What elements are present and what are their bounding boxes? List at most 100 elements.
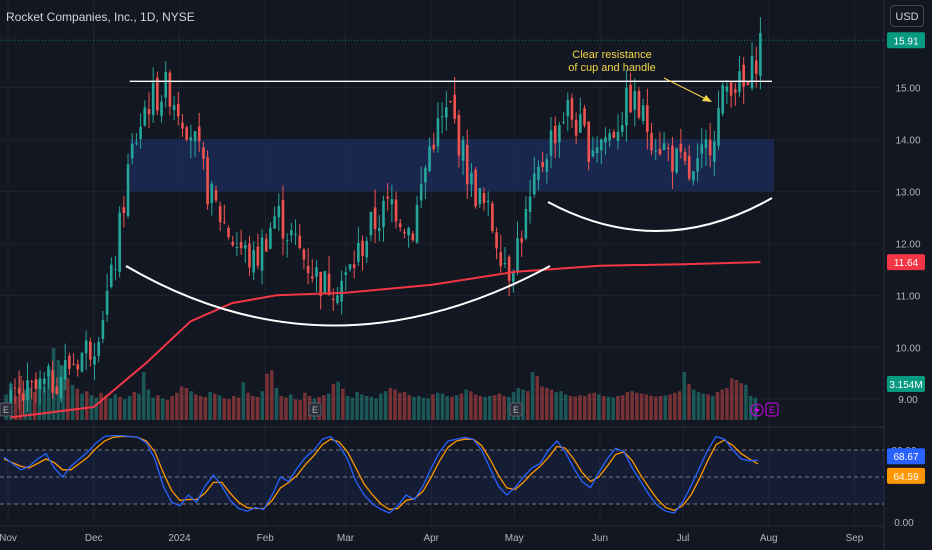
volume-bar (710, 396, 715, 420)
stoch-k-line (3, 434, 759, 514)
volume-bar (146, 389, 151, 420)
candle-body (63, 360, 67, 380)
candle-body (9, 389, 13, 405)
volume-bar (725, 388, 729, 420)
candle-body (227, 227, 230, 237)
candle-body (214, 190, 218, 201)
candle-body (156, 77, 159, 111)
candle-body (285, 240, 289, 242)
candle-body (223, 221, 226, 223)
candle-body (495, 232, 498, 249)
volume-bar (687, 384, 691, 420)
chart-title: Rocket Companies, Inc., 1D, NYSE (6, 10, 195, 24)
axes: 9.00 10.00 11.00 12.00 13.00 14.00 15.00 Nov Dec… (0, 84, 921, 544)
candle-body (202, 147, 205, 159)
candle-body (164, 72, 168, 98)
candle-body (700, 144, 704, 154)
x-tick-label: Feb (257, 533, 275, 544)
candle-body (281, 199, 285, 239)
candle-body (55, 386, 59, 395)
volume-bar (189, 391, 193, 420)
candle-body (357, 242, 360, 262)
candle-body (189, 137, 193, 141)
candle-body (424, 167, 427, 183)
volume-bar (739, 383, 743, 420)
candle-body (34, 379, 38, 389)
candle-body (445, 107, 448, 118)
candle-body (616, 131, 620, 141)
price-badges: 15.91 11.64 3.154M 68.67 64.59 (887, 32, 925, 484)
volume-bar (137, 393, 141, 420)
volume-bar (246, 392, 250, 420)
volume-bar (184, 388, 189, 420)
candle-body (109, 264, 113, 287)
volume-bar (156, 395, 160, 420)
candle-body (470, 172, 473, 185)
volume-bar (616, 396, 620, 420)
volume-bar (435, 392, 440, 420)
candle-body (252, 250, 255, 273)
candle-body (352, 264, 356, 268)
candle-body (675, 148, 678, 173)
volume-bar (255, 396, 260, 420)
volume-bar (563, 394, 568, 420)
candle-body (260, 237, 264, 271)
candle-body (717, 108, 720, 146)
volume-bar (478, 396, 483, 420)
volume-bar (744, 384, 748, 420)
volume-bar (587, 393, 592, 420)
volume-bar (383, 391, 388, 420)
candle-body (641, 105, 645, 122)
volume-bar (151, 397, 155, 420)
candle-body (457, 115, 461, 156)
volume-bar (269, 370, 274, 420)
candle-body (725, 86, 729, 92)
demand-zone (129, 139, 774, 192)
candle-body (432, 144, 436, 150)
volume-bar (56, 360, 61, 420)
volume-bar (132, 392, 136, 420)
moving-average-badge-bg (887, 254, 925, 271)
volume-bar (345, 396, 350, 420)
x-tick-label: Jul (677, 533, 690, 544)
drawing-overlays (0, 39, 884, 327)
volume-bar (734, 380, 739, 420)
volume-bar (75, 388, 80, 420)
volume-bar (108, 398, 113, 420)
candle-body (143, 107, 147, 126)
currency-button[interactable]: USD (890, 5, 924, 27)
candle-body (290, 230, 293, 236)
candle-body (369, 211, 373, 236)
volume-bar (203, 396, 208, 420)
volume-bar (644, 394, 649, 420)
volume-bar (288, 394, 293, 420)
candle-body (486, 200, 490, 203)
candle-body (231, 241, 235, 246)
volume-bar (260, 391, 265, 420)
candle-body (68, 355, 71, 369)
moving-average-badge: 11.64 (894, 258, 919, 269)
y-tick-label: 14.00 (895, 135, 920, 146)
candle-body (612, 131, 616, 138)
candle-body (176, 103, 180, 117)
volume-bar (635, 392, 639, 420)
volume-bar (682, 372, 687, 420)
candle-body (440, 116, 444, 118)
volume-bar (331, 384, 336, 420)
candle-body (72, 363, 75, 365)
volume-bar (303, 392, 307, 420)
candle-body (47, 366, 50, 377)
volume-bar (141, 372, 146, 420)
candle-body (76, 364, 80, 370)
candle-body (114, 268, 117, 270)
volume-bar (592, 392, 596, 420)
candle-body (478, 188, 482, 205)
candle-body (687, 156, 691, 179)
candle-body (243, 244, 247, 249)
volume-bar (545, 388, 549, 420)
candle-body (264, 238, 268, 252)
candle-body (298, 235, 302, 249)
candle-body (419, 184, 423, 201)
